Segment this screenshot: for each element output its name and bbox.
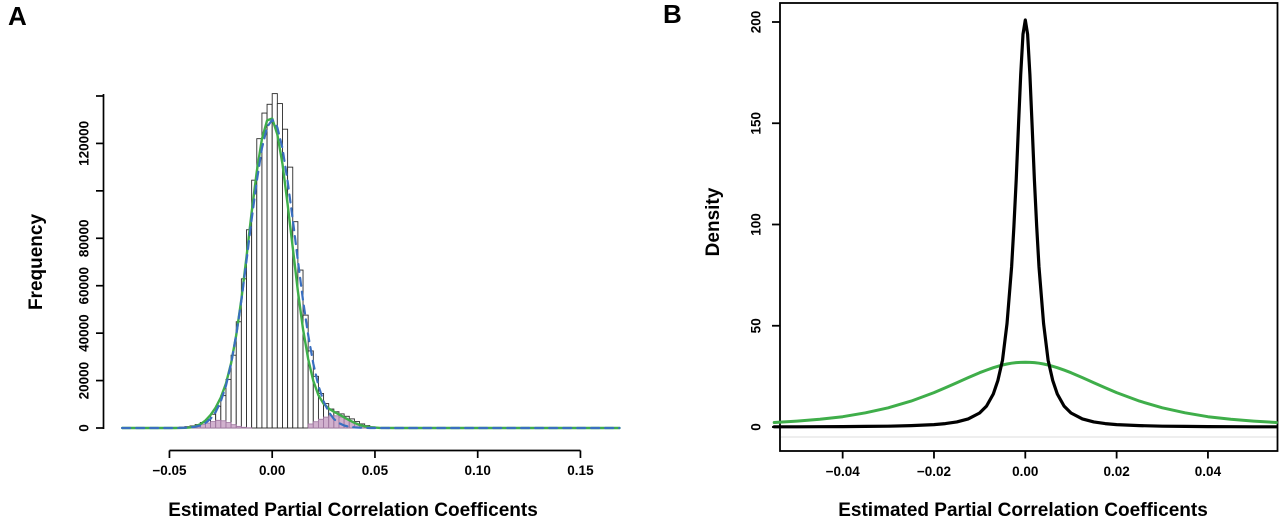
panel-a-x-tick-label: 0.05 [362,463,389,478]
histogram-bar [266,103,273,429]
panel-a-label: A [8,1,27,31]
panel-a-x-tick-label: −0.05 [152,463,187,478]
highlight-histogram-bar [307,423,314,429]
panel-b-x-tick-label: −0.02 [917,464,951,479]
panel-b-x-tick-label: 0.04 [1195,464,1222,479]
panel-b-label: B [663,0,682,29]
green-density-curve-b [772,360,1278,424]
histogram-bar [230,354,237,429]
highlight-histogram-bar [210,421,217,429]
panel-b-y-tick-label: 150 [749,112,764,135]
panel-a-y-tick-label: 120000 [77,121,92,166]
panel-b-xlabel: Estimated Partial Correlation Coefficent… [838,500,1208,521]
highlight-histogram-bar [323,416,330,429]
histogram-bar [235,321,242,429]
highlight-histogram-bar [230,424,237,429]
panel-b-y-tick-label: 50 [749,318,764,333]
panel-a-x-tick-label: 0.15 [567,463,594,478]
panel-a-x-tick-label: 0.10 [465,463,491,478]
green-density-curve [120,117,621,430]
panel-b-x-tick-label: 0.00 [1012,464,1038,479]
highlight-histogram-bar [225,422,232,429]
panel-a-y-tick-label: 80000 [77,220,92,258]
highlight-histogram-bar [235,425,242,429]
panel-b-x-tick-label: −0.04 [826,464,861,479]
panel-a-y-tick-label: 60000 [77,267,92,305]
histogram-bar [271,93,278,429]
panel-b-y-tick-label: 0 [749,423,764,431]
black-density-curve-b [772,18,1279,429]
histogram-bar [261,112,268,429]
panel-a-xlabel: Estimated Partial Correlation Coefficent… [168,500,538,521]
panel-b-x-tick-label: 0.02 [1103,464,1129,479]
highlight-histogram-bar [333,415,340,429]
blue-dashed-density-curve [121,118,621,430]
histogram-bar [256,138,263,429]
panel-a-y-tick-label: 20000 [77,362,92,400]
panel-a-y-tick-label: 0 [77,424,92,432]
highlight-histogram-bar [215,419,222,429]
highlight-histogram-bar [312,421,319,429]
panel-b-y-tick-label: 100 [749,213,764,236]
panel-b-plot-box [779,2,1279,452]
highlight-histogram-bar [240,426,247,429]
panel-b-y-tick-label: 200 [749,11,764,34]
panel-a-y-tick-label: 40000 [77,314,92,352]
highlight-histogram-bar [318,418,324,429]
panel-a-x-tick-label: 0.00 [259,463,285,478]
highlight-histogram-bar [220,420,227,429]
